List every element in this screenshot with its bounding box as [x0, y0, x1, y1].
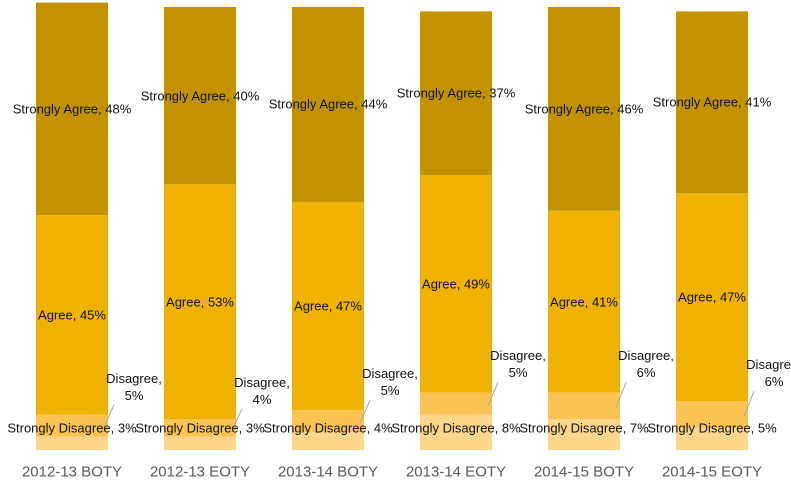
- data-label: Strongly Agree, 40%: [140, 88, 260, 104]
- data-label: Disagree, 5%: [362, 366, 418, 399]
- data-label: Agree, 47%: [678, 289, 746, 305]
- bar-segment: [164, 418, 236, 437]
- data-label: Strongly Agree, 41%: [652, 94, 772, 110]
- bar-segment: [548, 392, 620, 419]
- bar-segment: [420, 414, 492, 450]
- x-tick-label: 2014-15 BOTY: [533, 463, 635, 481]
- data-label: Strongly Agree, 44%: [268, 96, 388, 112]
- bar-segment: [292, 7, 364, 202]
- bar-segment: [676, 427, 748, 450]
- bar-segment: [164, 7, 236, 185]
- data-label: Strongly Agree, 37%: [396, 85, 516, 101]
- data-label: Strongly Disagree, 8%: [391, 420, 521, 436]
- data-label: Strongly Disagree, 5%: [647, 420, 777, 436]
- data-label: Strongly Disagree, 3%: [135, 420, 265, 436]
- bar-segment: [548, 7, 620, 211]
- x-tick-label: 2013-14 BOTY: [277, 463, 379, 481]
- bar-segment: [420, 11, 492, 176]
- bar-segment: [548, 210, 620, 393]
- data-label: Disagree, 4%: [234, 374, 290, 407]
- x-tick-label: 2012-13 BOTY: [21, 463, 123, 481]
- leader-line: [103, 404, 115, 428]
- x-tick-label: 2014-15 EOTY: [661, 463, 763, 481]
- bar-segment: [36, 2, 108, 216]
- leader-line: [615, 382, 627, 408]
- bar-segment: [676, 401, 748, 428]
- data-label: Strongly Agree, 46%: [524, 101, 644, 117]
- leader-line: [487, 382, 499, 406]
- data-label: Agree, 47%: [294, 298, 362, 314]
- bar-segment: [36, 215, 108, 415]
- bar-segment: [420, 175, 492, 393]
- leader-line: [743, 391, 755, 417]
- data-label: Strongly Disagree, 3%: [7, 420, 137, 436]
- data-label: Strongly Disagree, 4%: [263, 420, 393, 436]
- data-label: Agree, 49%: [422, 276, 490, 292]
- bar-segment: [36, 436, 108, 450]
- data-label: Agree, 41%: [550, 294, 618, 310]
- bar-segment: [548, 418, 620, 450]
- bar-segment: [164, 184, 236, 419]
- data-label: Strongly Disagree, 7%: [519, 420, 649, 436]
- data-label: Disagree, 6%: [746, 357, 791, 390]
- bar-segment: [292, 432, 364, 450]
- data-label: Disagree, 5%: [106, 370, 162, 403]
- bar-segment: [420, 392, 492, 415]
- bar-segment: [676, 11, 748, 194]
- bar-segment: [164, 436, 236, 450]
- data-label: Disagree, 5%: [490, 348, 546, 381]
- data-label: Disagree, 6%: [618, 348, 674, 381]
- bar-segment: [292, 201, 364, 411]
- data-label: Strongly Agree, 48%: [12, 101, 132, 117]
- data-label: Agree, 45%: [38, 307, 106, 323]
- leader-line: [231, 408, 243, 431]
- x-tick-label: 2013-14 EOTY: [405, 463, 507, 481]
- data-label: Agree, 53%: [166, 294, 234, 310]
- bar-segment: [676, 193, 748, 402]
- bar-segment: [36, 414, 108, 437]
- x-tick-label: 2012-13 EOTY: [149, 463, 251, 481]
- bar-segment: [292, 410, 364, 433]
- leader-line: [359, 399, 371, 424]
